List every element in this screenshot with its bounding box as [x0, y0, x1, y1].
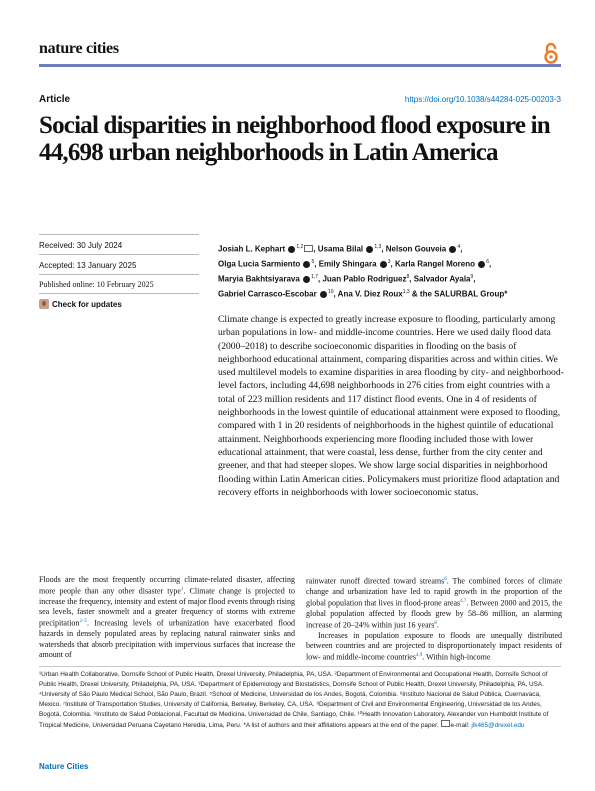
orcid-icon[interactable] [379, 260, 387, 268]
header-rule [39, 64, 561, 67]
author-name[interactable]: Olga Lucia Sarmiento [218, 259, 301, 269]
published-date: Published online: 10 February 2025 [39, 280, 154, 289]
author-name[interactable]: Gabriel Carrasco-Escobar [218, 289, 317, 299]
orcid-icon[interactable] [449, 245, 457, 253]
meta-divider [39, 293, 199, 294]
check-updates-icon [39, 299, 49, 309]
meta-divider [39, 234, 199, 235]
affiliations-divider [39, 666, 561, 667]
meta-divider [39, 254, 199, 255]
orcid-icon[interactable] [478, 260, 486, 268]
reference-link[interactable]: 1 [180, 587, 184, 593]
reference-link[interactable]: 4,7 [460, 599, 467, 605]
journal-name: nature cities [39, 40, 119, 57]
abstract: Climate change is expected to greatly in… [218, 314, 564, 498]
author-name[interactable]: Nelson Gouveia [385, 244, 447, 254]
author-name[interactable]: Maryia Bakhtsiyarava [218, 274, 300, 284]
check-updates-label: Check for updates [52, 299, 122, 309]
check-for-updates-button[interactable]: Check for updates [39, 299, 122, 309]
author-name[interactable]: Juan Pablo Rodriguez [322, 274, 407, 284]
reference-link[interactable]: 6 [444, 577, 447, 582]
body-column-left: Floods are the most frequently occurring… [39, 575, 295, 659]
author-group[interactable]: & the SALURBAL Group* [411, 289, 508, 299]
author-name[interactable]: Usama Bilal [317, 244, 364, 254]
meta-divider [39, 274, 199, 275]
reference-link[interactable]: 4,9 [415, 653, 423, 659]
reference-link[interactable]: 8 [434, 621, 437, 627]
author-list: Josiah L. Kephart 1,2, Usama Bilal 1,3, … [218, 244, 508, 299]
orcid-icon[interactable] [366, 245, 374, 253]
author-name[interactable]: Salvador Ayala [413, 274, 471, 284]
email-icon [441, 720, 451, 728]
affiliations: ¹Urban Health Collaborative, Dornsife Sc… [39, 671, 549, 730]
orcid-icon[interactable] [303, 260, 311, 268]
doi-link[interactable]: https://doi.org/10.1038/s44284-025-00203… [404, 95, 561, 104]
article-title: Social disparities in neighborhood flood… [39, 112, 551, 166]
author-name[interactable]: Ana V. Diez Roux [337, 289, 403, 299]
email-link[interactable]: jlk465@drexel.edu [471, 722, 525, 730]
author-name[interactable]: Karla Rangel Moreno [394, 259, 475, 269]
orcid-icon[interactable] [303, 275, 311, 283]
author-name[interactable]: Josiah L. Kephart [218, 244, 286, 254]
accepted-date: Accepted: 13 January 2025 [39, 261, 137, 270]
footer-journal: Nature Cities [39, 762, 89, 771]
orcid-icon[interactable] [288, 245, 296, 253]
email-icon[interactable] [304, 244, 314, 252]
orcid-icon[interactable] [319, 290, 327, 298]
body-column-right: rainwater runoff directed toward streams… [306, 576, 562, 663]
reference-link[interactable]: 2–5 [79, 619, 87, 625]
article-type: Article [39, 94, 71, 105]
author-name[interactable]: Emily Shingara [318, 259, 377, 269]
open-access-icon [544, 42, 558, 64]
received-date: Received: 30 July 2024 [39, 241, 123, 250]
